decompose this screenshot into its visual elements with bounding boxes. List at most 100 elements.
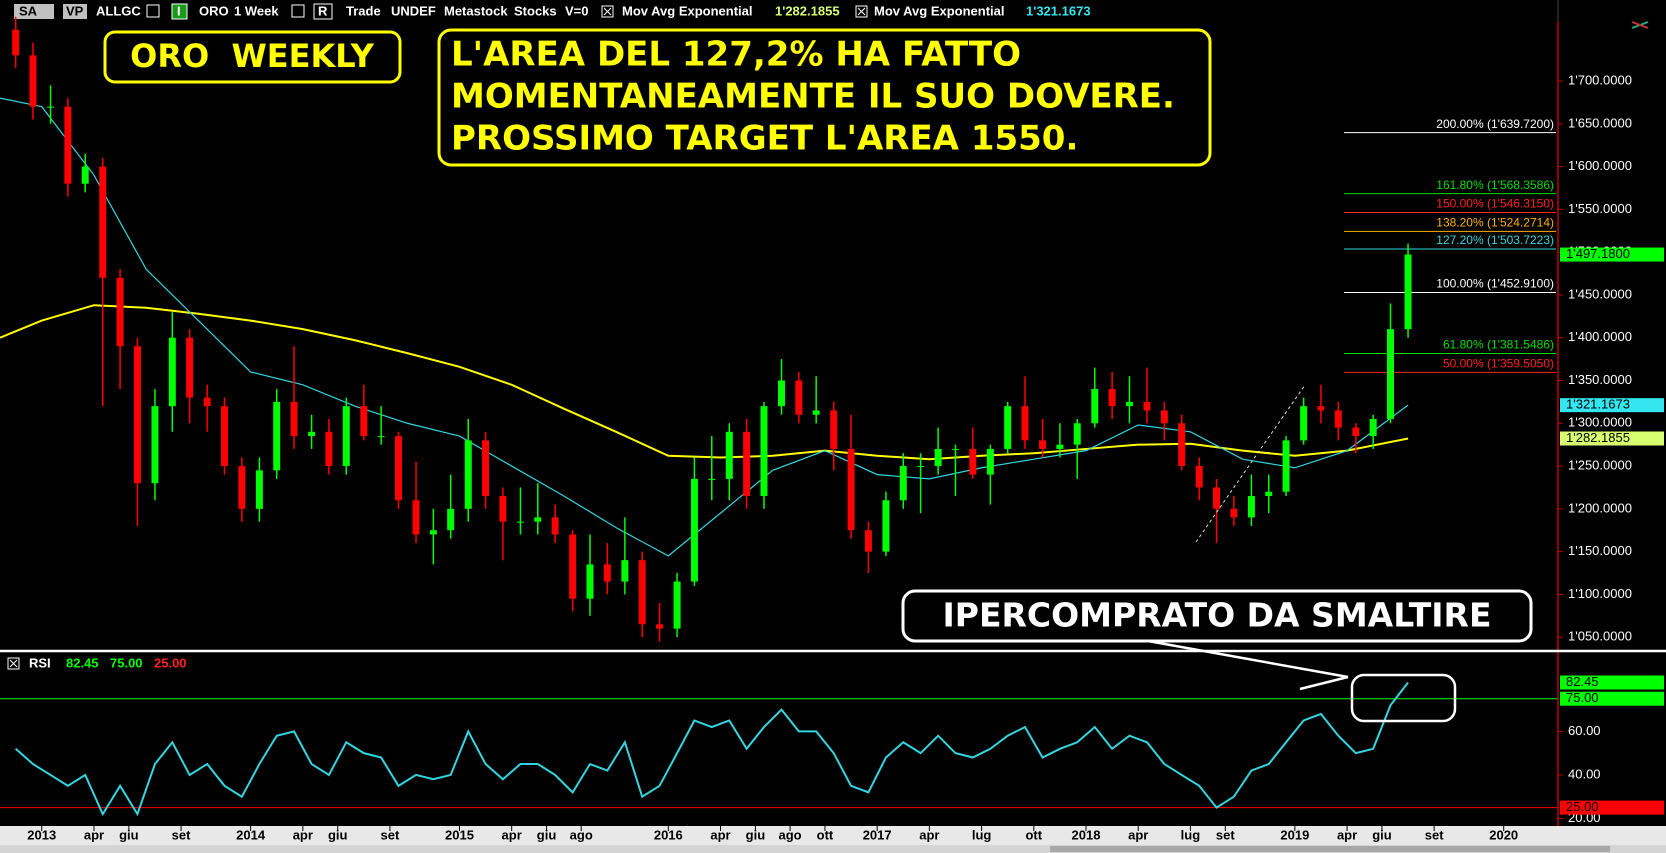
fib-label: 138.20% (1'524.2714) <box>1436 216 1554 230</box>
x-tick-label: lug <box>972 827 992 842</box>
highlight-box <box>1350 673 1457 723</box>
fib-label: 127.20% (1'503.7223) <box>1436 233 1554 247</box>
candle-body <box>116 277 124 347</box>
time-axis <box>0 826 1666 845</box>
legend-value: 1'282.1855 <box>775 3 840 18</box>
candle-body <box>360 406 368 437</box>
candle-body <box>1317 406 1325 411</box>
toolbar-label: UNDEF <box>391 3 436 18</box>
candle-body <box>603 564 611 582</box>
x-tick-label: 2017 <box>863 827 892 842</box>
x-tick-label: set <box>1216 827 1235 842</box>
candle-body <box>1056 444 1064 449</box>
candle-body <box>290 401 298 437</box>
x-tick-label: 2015 <box>445 827 474 842</box>
candle-body <box>377 436 385 438</box>
fib-label: 150.00% (1'546.3150) <box>1436 197 1554 211</box>
ma-tag-label: 1'321.1673 <box>1566 397 1630 412</box>
annotation-text: L'AREA DEL 127,2% HA FATTO <box>451 35 1021 75</box>
candle-body <box>569 534 577 599</box>
candle-body <box>516 521 524 523</box>
y-tick-label: 1'300.0000 <box>1568 415 1632 430</box>
candle-body <box>847 448 855 531</box>
candle-body <box>882 500 890 552</box>
annotation-box <box>901 589 1533 643</box>
y-tick-label: 1'100.0000 <box>1568 586 1632 601</box>
close-icon[interactable] <box>7 657 20 670</box>
annotation-box <box>103 30 402 84</box>
candle-body <box>986 448 994 475</box>
dropdown[interactable] <box>146 4 160 18</box>
y-tick-label: 1'650.0000 <box>1568 115 1632 130</box>
vp-button[interactable] <box>63 4 87 19</box>
legend-value: 1'321.1673 <box>1026 3 1091 18</box>
candle-body <box>1039 440 1047 449</box>
x-tick-label: set <box>172 827 191 842</box>
candle-body <box>394 436 402 501</box>
candle-body <box>464 440 472 509</box>
candle-body <box>690 478 698 582</box>
ma-tag <box>1560 431 1664 446</box>
candle-body <box>429 530 437 535</box>
candle-body <box>168 337 176 407</box>
toolbar-label: VP <box>66 3 84 18</box>
candle-body <box>325 431 333 467</box>
candle-body <box>638 560 646 625</box>
x-tick-label: apr <box>710 827 730 842</box>
window-icon[interactable] <box>1631 21 1649 29</box>
toolbar-label: ALLGC <box>96 3 141 18</box>
annotation-text: IPERCOMPRATO DA SMALTIRE <box>942 596 1491 635</box>
legend-entry: Mov Avg Exponential <box>622 3 753 18</box>
toolbar-label: V=0 <box>565 3 589 18</box>
candle-body <box>29 55 37 107</box>
x-tick-label: set <box>381 827 400 842</box>
x-tick-label: ago <box>779 827 802 842</box>
close-icon[interactable] <box>855 5 868 18</box>
annotation-box <box>437 28 1212 167</box>
x-tick-label: 2018 <box>1072 827 1101 842</box>
scrollbar[interactable] <box>0 845 1666 853</box>
y-tick-label: 1'450.0000 <box>1568 286 1632 301</box>
candle-body <box>795 380 803 415</box>
dropdown[interactable] <box>291 4 305 18</box>
fib-label: 100.00% (1'452.9100) <box>1436 277 1554 291</box>
candle-body <box>551 517 559 535</box>
y-tick-label: 1'550.0000 <box>1568 201 1632 216</box>
candle-body <box>812 410 820 415</box>
candle-body <box>725 431 733 479</box>
fib-label: 50.00% (1'359.5050) <box>1443 357 1554 371</box>
candle-body <box>1282 440 1290 492</box>
trend-line <box>1195 384 1306 543</box>
x-tick-label: giu <box>1372 827 1392 842</box>
indicator-level: 75.00 <box>110 655 143 670</box>
annotation-text: MOMENTANEAMENTE IL SUO DOVERE. <box>451 77 1175 117</box>
close-icon[interactable] <box>601 5 614 18</box>
x-tick-label: ott <box>817 827 834 842</box>
candle-body <box>969 448 977 475</box>
candle-body <box>221 406 229 467</box>
candle-body <box>447 508 455 531</box>
x-tick-label: apr <box>1128 827 1148 842</box>
indicator-level: 25.00 <box>154 655 187 670</box>
candle-body <box>1108 389 1116 407</box>
annotations: ORO WEEKLY L'AREA DEL 127,2% HA FATTO MO… <box>103 28 1533 723</box>
candle-body <box>1334 410 1342 428</box>
symbol-button[interactable] <box>14 4 54 19</box>
candle-body <box>673 581 681 629</box>
indicator-button[interactable] <box>171 3 188 20</box>
toolbar-label: Metastock <box>444 3 508 18</box>
y-tick-label: 1'350.0000 <box>1568 372 1632 387</box>
toolbar-label: I <box>177 3 181 18</box>
candle-body <box>586 564 594 599</box>
level-tag-label: 75.00 <box>1566 690 1599 705</box>
candle-body <box>499 495 507 522</box>
y-tick-label: 60.00 <box>1568 723 1601 738</box>
x-tick-label: ott <box>1025 827 1042 842</box>
x-tick-label: set <box>1425 827 1444 842</box>
r-button[interactable] <box>313 3 333 20</box>
x-tick-label: apr <box>84 827 104 842</box>
arrow <box>1299 675 1349 691</box>
scrollbar-thumb[interactable] <box>1050 846 1610 852</box>
